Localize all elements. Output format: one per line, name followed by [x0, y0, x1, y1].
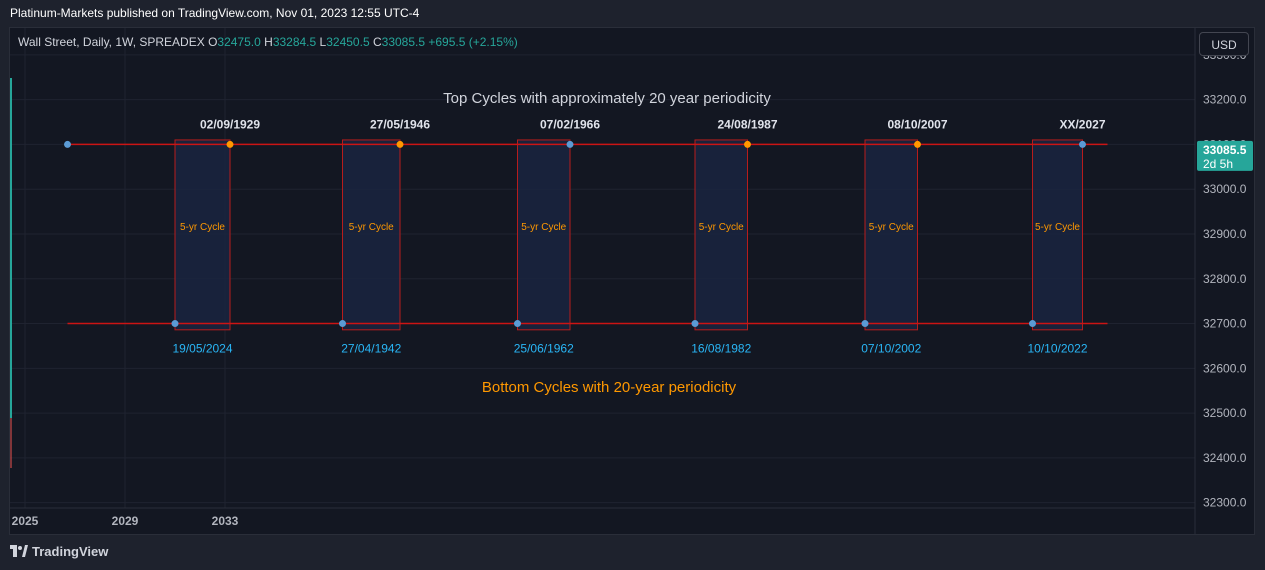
tradingview-logo-icon: [10, 545, 28, 557]
price-tick-label: 32300.0: [1203, 496, 1247, 510]
high-value: 33284.5: [272, 35, 317, 49]
time-axis: 2025 2029 2033: [10, 507, 1195, 528]
bottom-date-label: 10/10/2022: [1027, 342, 1087, 356]
bottom-date-label: 27/04/1942: [341, 342, 401, 356]
current-price-value: 33085.5: [1203, 143, 1247, 157]
symbol-info[interactable]: Wall Street, Daily, 1W, SPREADEX: [18, 35, 205, 49]
bottom-date-label: 19/05/2024: [172, 342, 232, 356]
cycle-label: 5-yr Cycle: [1035, 222, 1080, 233]
price-tick-label: 32400.0: [1203, 451, 1247, 465]
price-tick-label: 32500.0: [1203, 406, 1247, 420]
price-axis: 33300.033200.033100.033000.032900.032800…: [1194, 28, 1253, 534]
cycle-label: 5-yr Cycle: [521, 222, 566, 233]
bottom-date-label: 16/08/1982: [691, 342, 751, 356]
cycle-label: 5-yr Cycle: [699, 222, 744, 233]
top-date-label: 02/09/1929: [200, 117, 260, 131]
cycle-box: [517, 139, 571, 331]
bottom-cycle-marker: [861, 320, 869, 328]
bottom-cycle-marker: [1029, 320, 1036, 328]
top-cycle-marker: [744, 140, 751, 148]
published-by-text: Platinum-Markets published on TradingVie…: [10, 6, 420, 20]
top-date-label: 27/05/1946: [370, 117, 430, 131]
time-tick-label: 2025: [12, 514, 39, 528]
tradingview-brand[interactable]: TradingView: [10, 544, 108, 559]
bottom-cycle-marker: [339, 320, 346, 328]
top-date-label: 24/08/1987: [717, 117, 777, 131]
bottom-date-label: 25/06/1962: [514, 342, 574, 356]
bar-countdown: 2d 5h: [1203, 157, 1233, 171]
open-value: 32475.0: [217, 35, 261, 49]
cycle-box: [864, 139, 918, 331]
top-cycle-marker: [396, 140, 404, 148]
bottom-cycles-title: Bottom Cycles with 20-year periodicity: [482, 379, 737, 396]
price-tick-label: 32900.0: [1203, 227, 1247, 241]
top-cycle-marker: [226, 140, 234, 148]
time-tick-label: 2029: [112, 514, 139, 528]
high-label: H: [264, 35, 273, 49]
top-cycle-marker: [1079, 140, 1086, 148]
brand-name: TradingView: [32, 544, 109, 559]
symbol-legend[interactable]: Wall Street, Daily, 1W, SPREADEX O32475.…: [18, 35, 518, 49]
cycle-box: [694, 139, 748, 331]
currency-button[interactable]: USD: [1199, 32, 1249, 56]
close-label: C: [372, 35, 382, 49]
current-price-tag: [1197, 140, 1253, 171]
start-marker: [64, 140, 71, 148]
cycle-label: 5-yr Cycle: [349, 222, 394, 233]
price-tick-label: 33200.0: [1203, 93, 1247, 107]
top-cycles-title: Top Cycles with approximately 20 year pe…: [443, 90, 771, 107]
price-tick-label: 33000.0: [1203, 182, 1247, 196]
time-tick-label: 2033: [212, 514, 239, 528]
close-value: 33085.5: [381, 35, 426, 49]
cycle-box: [1032, 139, 1083, 331]
open-label: O: [208, 35, 218, 49]
top-date-label: 07/02/1966: [540, 117, 600, 131]
bottom-date-label: 07/10/2002: [861, 342, 921, 356]
low-value: 32450.5: [326, 35, 370, 49]
price-tick-label: 32700.0: [1203, 317, 1247, 331]
drawings: 5-yr Cycle 5-yr Cycle 5-yr Cycle 5-yr Cycle…: [10, 78, 1108, 468]
low-label: L: [319, 35, 327, 49]
cycle-box: [174, 139, 231, 331]
top-date-label: XX/2027: [1059, 117, 1105, 131]
cycle-label: 5-yr Cycle: [869, 222, 914, 233]
cycle-label: 5-yr Cycle: [180, 222, 225, 233]
bottom-cycle-marker: [691, 320, 699, 328]
top-cycle-marker: [566, 140, 574, 148]
bottom-cycle-marker: [171, 320, 179, 328]
price-tick-label: 32600.0: [1203, 361, 1247, 375]
chart-svg[interactable]: 33300.033200.033100.033000.032900.032800…: [10, 28, 1254, 534]
price-tick-label: 32800.0: [1203, 272, 1247, 286]
cycle-box: [342, 139, 401, 331]
chart-frame[interactable]: 33300.033200.033100.033000.032900.032800…: [9, 27, 1255, 535]
change-value: +695.5 (+2.15%): [428, 35, 518, 49]
top-cycle-marker: [914, 140, 921, 148]
bottom-cycle-marker: [514, 320, 521, 328]
top-date-label: 08/10/2007: [887, 117, 947, 131]
